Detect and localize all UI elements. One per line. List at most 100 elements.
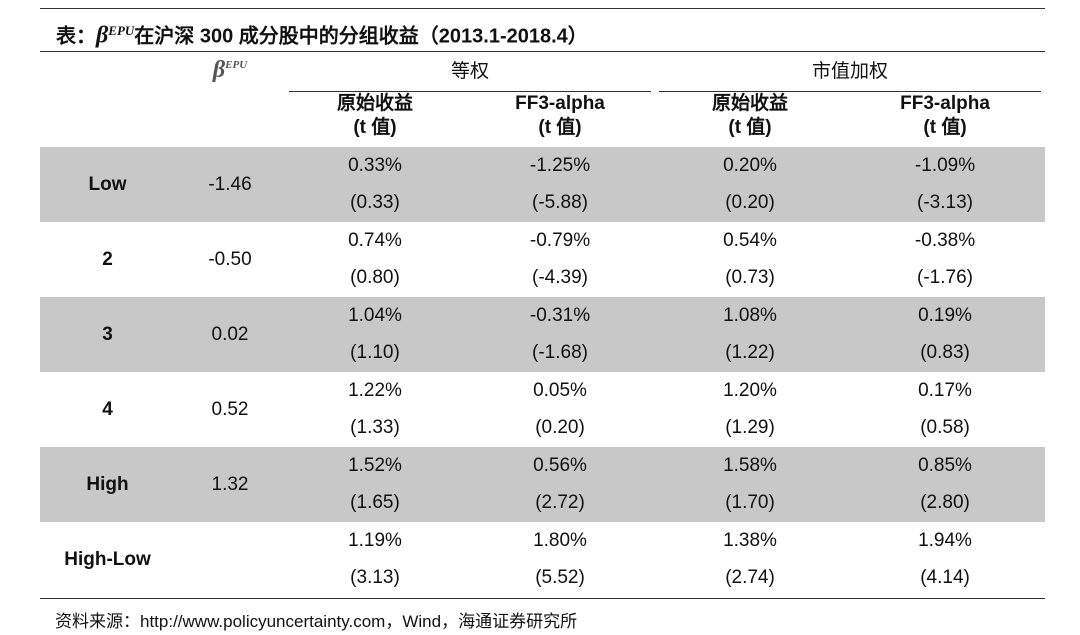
column-header: 原始收益 (t 值) bbox=[285, 92, 465, 147]
t-value: (1.10) bbox=[285, 334, 465, 372]
data-row: Low -1.46 0.33% -1.25% 0.20% -1.09% bbox=[40, 147, 1046, 222]
t-value: (2.72) bbox=[465, 484, 656, 522]
t-value: (4.14) bbox=[920, 567, 970, 589]
return-value: 0.74% bbox=[348, 229, 402, 251]
return-value: -0.31% bbox=[465, 297, 656, 335]
return-value: 1.80% bbox=[533, 529, 587, 551]
data-row: (0.33) (-5.88) (0.20) (-3.13) bbox=[40, 184, 1046, 222]
t-value: (0.20) bbox=[535, 417, 585, 439]
return-value: 1.38% bbox=[723, 529, 777, 551]
data-row: High-Low 1.19% 1.80% 1.38% 1.94% bbox=[40, 522, 1045, 570]
t-value: (2.74) bbox=[725, 567, 775, 589]
column-header: FF3-alpha (t 值) bbox=[465, 92, 655, 147]
data-row: 4 0.52 1.22% 0.05% 1.20% 0.17% bbox=[40, 372, 1045, 420]
return-value: 0.54% bbox=[723, 229, 777, 251]
beta-header: βEPU bbox=[175, 55, 285, 147]
data-row: 2 -0.50 0.74% -0.79% 0.54% -0.38% bbox=[40, 222, 1045, 270]
t-value: (2.80) bbox=[845, 484, 1046, 522]
return-value: -1.09% bbox=[845, 147, 1046, 185]
return-value: 0.19% bbox=[845, 297, 1046, 335]
t-value: (1.70) bbox=[655, 484, 846, 522]
title-suffix: 在沪深 300 成分股中的分组收益（2013.1-2018.4） bbox=[134, 25, 588, 48]
return-value: 0.56% bbox=[465, 447, 656, 485]
return-value: 1.58% bbox=[655, 447, 846, 485]
beta-value: -0.50 bbox=[208, 248, 252, 270]
source: 资料来源：http://www.policyuncertainty.com，Wi… bbox=[55, 612, 578, 631]
t-value: (0.20) bbox=[655, 184, 846, 222]
return-value: 1.08% bbox=[655, 297, 846, 335]
return-value: -0.38% bbox=[914, 229, 976, 251]
column-name: 原始收益 bbox=[336, 93, 413, 114]
title: 表：βEPU在沪深 300 成分股中的分组收益（2013.1-2018.4） bbox=[40, 8, 1045, 52]
data-row: (3.13) (5.52) (2.74) (4.14) bbox=[40, 560, 1045, 598]
title-symbol: β bbox=[96, 22, 109, 49]
data-row: High 1.32 1.52% 0.56% 1.58% 0.85% bbox=[40, 447, 1046, 522]
column-name: 原始收益 bbox=[712, 93, 789, 114]
beta-symbol: β bbox=[212, 57, 226, 83]
empty-cell bbox=[40, 92, 175, 147]
return-value: -1.25% bbox=[465, 147, 656, 185]
t-value: (-3.13) bbox=[845, 184, 1046, 222]
return-value: 1.52% bbox=[285, 447, 465, 485]
t-value: (1.33) bbox=[350, 417, 400, 439]
t-value: (1.65) bbox=[285, 484, 465, 522]
data-row: 3 0.02 1.04% -0.31% 1.08% 0.19% bbox=[40, 297, 1046, 372]
beta-value: 0.02 bbox=[175, 297, 285, 372]
return-value: 1.04% bbox=[285, 297, 465, 335]
return-value: 0.20% bbox=[655, 147, 846, 185]
title-prefix: 表： bbox=[56, 25, 96, 48]
row-label: 2 bbox=[102, 248, 113, 270]
column-sub: (t 值) bbox=[353, 117, 397, 138]
group-label: 等权 bbox=[289, 56, 652, 92]
data-row: (1.10) (-1.68) (1.22) (0.83) bbox=[40, 334, 1046, 372]
bottom-rule bbox=[40, 598, 1045, 599]
return-value: 1.20% bbox=[723, 379, 777, 401]
group-header: 市值加权 bbox=[655, 55, 1045, 92]
title-superscript: EPU bbox=[108, 23, 135, 38]
return-value: 1.94% bbox=[918, 529, 972, 551]
column-name: FF3-alpha bbox=[515, 93, 605, 114]
t-value: (0.83) bbox=[845, 334, 1046, 372]
t-value: (0.80) bbox=[350, 267, 400, 289]
column-header: FF3-alpha (t 值) bbox=[845, 92, 1045, 147]
t-value: (-1.76) bbox=[917, 267, 973, 289]
t-value: (0.33) bbox=[285, 184, 465, 222]
beta-value: -1.46 bbox=[175, 147, 285, 222]
beta-value: 1.32 bbox=[175, 447, 285, 522]
t-value: (3.13) bbox=[350, 567, 400, 589]
return-value: 0.33% bbox=[285, 147, 465, 185]
beta-superscript: EPU bbox=[225, 59, 248, 71]
data-row: (0.80) (-4.39) (0.73) (-1.76) bbox=[40, 260, 1045, 298]
t-value: (-1.68) bbox=[465, 334, 656, 372]
t-value: (1.29) bbox=[725, 417, 775, 439]
t-value: (-5.88) bbox=[465, 184, 656, 222]
group-header: 等权 bbox=[285, 55, 655, 92]
column-sub: (t 值) bbox=[538, 117, 582, 138]
column-name: FF3-alpha bbox=[900, 93, 990, 114]
data-row: (1.33) (0.20) (1.29) (0.58) bbox=[40, 410, 1045, 448]
t-value: (-4.39) bbox=[532, 267, 588, 289]
row-label: 4 bbox=[102, 398, 113, 420]
row-label: High bbox=[40, 447, 175, 522]
return-value: 0.17% bbox=[918, 379, 972, 401]
table: βEPU 等权 市值加权 原始收益 (t 值) FF3-alpha (t 值) 原始收益 (t … bbox=[40, 55, 1046, 598]
row-label: High-Low bbox=[64, 548, 151, 570]
column-sub: (t 值) bbox=[728, 117, 772, 138]
beta-value: 0.52 bbox=[211, 398, 249, 420]
return-value: -0.79% bbox=[529, 229, 591, 251]
column-sub: (t 值) bbox=[923, 117, 967, 138]
data-row: (1.65) (2.72) (1.70) (2.80) bbox=[40, 484, 1046, 522]
row-label: Low bbox=[40, 147, 175, 222]
column-header: 原始收益 (t 值) bbox=[655, 92, 845, 147]
row-label: 3 bbox=[40, 297, 175, 372]
header-row: βEPU 等权 市值加权 bbox=[40, 55, 1045, 92]
t-value: (0.73) bbox=[725, 267, 775, 289]
empty-cell bbox=[40, 55, 175, 92]
return-value: 0.05% bbox=[533, 379, 587, 401]
t-value: (5.52) bbox=[535, 567, 585, 589]
t-value: (1.22) bbox=[655, 334, 846, 372]
return-value: 1.22% bbox=[348, 379, 402, 401]
return-value: 1.19% bbox=[348, 529, 402, 551]
group-label: 市值加权 bbox=[659, 56, 1042, 92]
